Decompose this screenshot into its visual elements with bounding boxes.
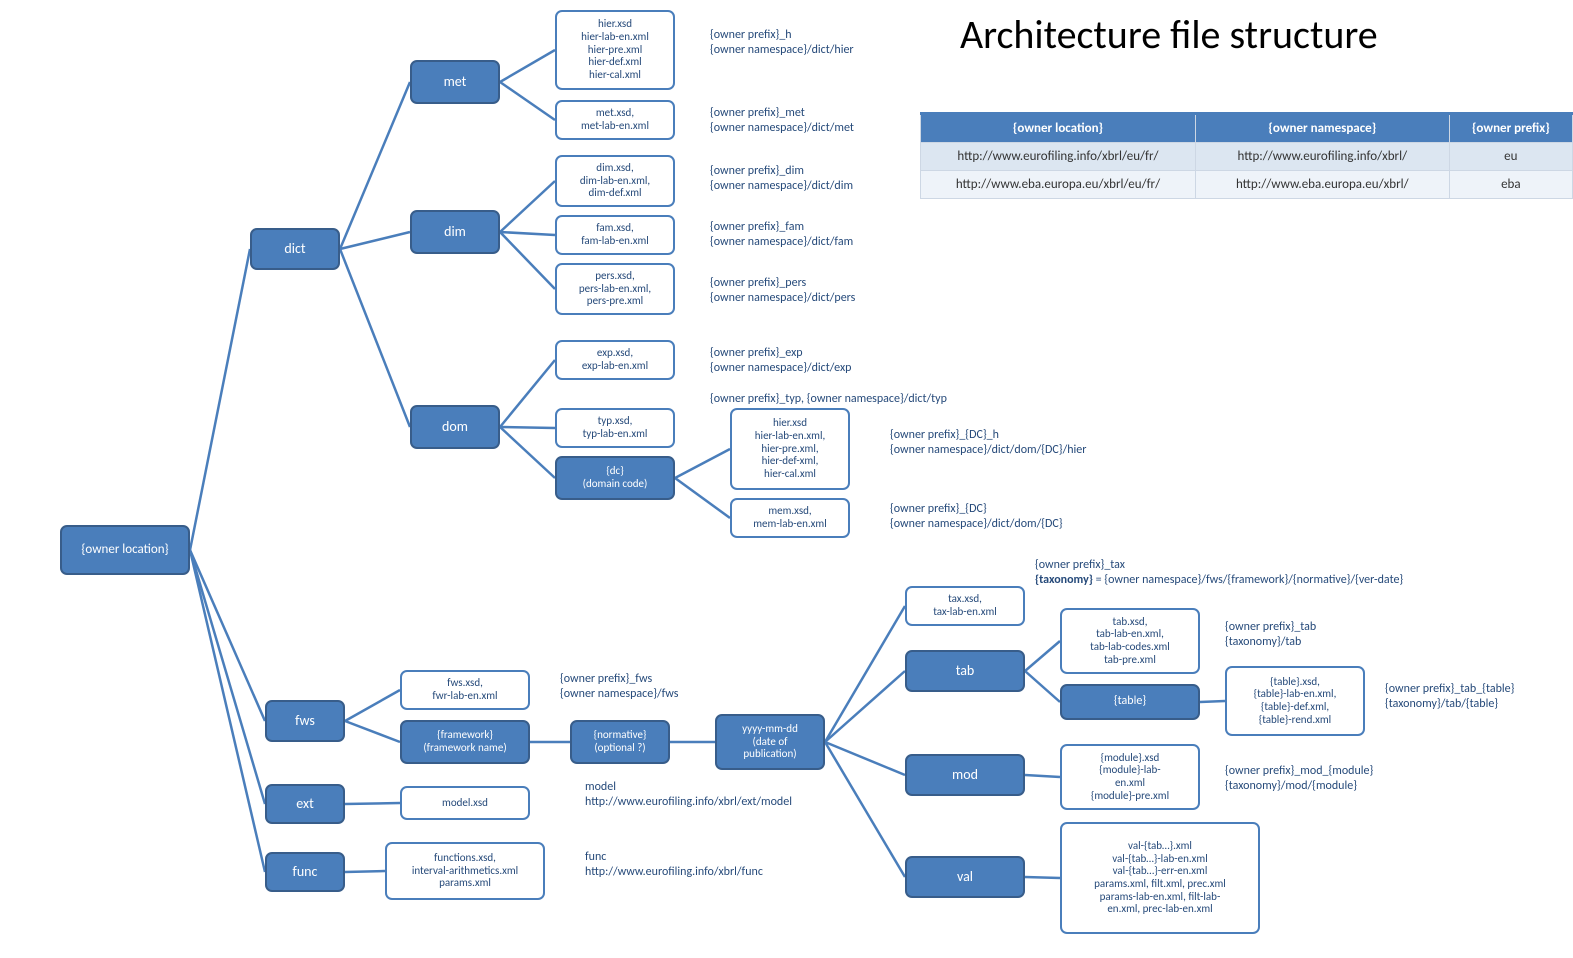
node-met: met	[410, 60, 500, 104]
annotation-a-fam: {owner prefix}_fam {owner namespace}/dic…	[710, 220, 853, 250]
node-ext: ext	[265, 784, 345, 824]
node-dc-mem: mem.xsd, mem-lab-en.xml	[730, 498, 850, 538]
node-normative: {normative} (optional ?)	[570, 720, 670, 764]
legend-row: http://www.eurofiling.info/xbrl/eu/fr/ht…	[921, 143, 1573, 171]
annotation-a-typ: {owner prefix}_typ, {owner namespace}/di…	[710, 392, 947, 407]
node-func-files: functions.xsd, interval-arithmetics.xml …	[385, 842, 545, 900]
node-exp-files: exp.xsd, exp-lab-en.xml	[555, 340, 675, 380]
node-dim-files: dim.xsd, dim-lab-en.xml, dim-def.xml	[555, 155, 675, 207]
annotation-a-func: func http://www.eurofiling.info/xbrl/fun…	[585, 850, 763, 880]
node-tab: tab	[905, 650, 1025, 692]
legend-cell: http://www.eurofiling.info/xbrl/eu/fr/	[921, 143, 1196, 171]
annotation-a-met: {owner prefix}_met {owner namespace}/dic…	[710, 106, 854, 136]
node-table: {table}	[1060, 684, 1200, 720]
legend-cell: http://www.eba.europa.eu/xbrl/eu/fr/	[921, 171, 1196, 199]
node-typ-files: typ.xsd, typ-lab-en.xml	[555, 408, 675, 448]
annotation-a-model: model http://www.eurofiling.info/xbrl/ex…	[585, 780, 792, 810]
legend-header: {owner prefix}	[1449, 114, 1572, 143]
legend-row: http://www.eba.europa.eu/xbrl/eu/fr/http…	[921, 171, 1573, 199]
node-val: val	[905, 856, 1025, 898]
node-tax-files: tax.xsd, tax-lab-en.xml	[905, 586, 1025, 626]
legend-cell: eu	[1449, 143, 1572, 171]
node-fws: fws	[265, 700, 345, 742]
node-dim: dim	[410, 210, 500, 254]
legend-cell: eba	[1449, 171, 1572, 199]
legend-header: {owner namespace}	[1195, 114, 1449, 143]
node-hier-files: hier.xsd hier-lab-en.xml hier-pre.xml hi…	[555, 10, 675, 90]
legend-header: {owner location}	[921, 114, 1196, 143]
node-mod: mod	[905, 754, 1025, 796]
node-owner-location: {owner location}	[60, 525, 190, 575]
annotation-a-dim: {owner prefix}_dim {owner namespace}/dic…	[710, 164, 853, 194]
node-dict: dict	[250, 228, 340, 270]
annotation-a-dc-h: {owner prefix}_{DC}_h {owner namespace}/…	[890, 428, 1086, 458]
node-model-xsd: model.xsd	[400, 786, 530, 820]
legend-table: {owner location}{owner namespace}{owner …	[920, 112, 1573, 199]
node-pers-files: pers.xsd, pers-lab-en.xml, pers-pre.xml	[555, 263, 675, 315]
node-dc: {dc} (domain code)	[555, 456, 675, 500]
node-fws-files: fws.xsd, fwr-lab-en.xml	[400, 670, 530, 710]
node-tab-files: tab.xsd, tab-lab-en.xml, tab-lab-codes.x…	[1060, 608, 1200, 674]
node-mod-files: {module}.xsd {module}-lab- en.xml {modul…	[1060, 744, 1200, 810]
annotation-a-fws: {owner prefix}_fws {owner namespace}/fws	[560, 672, 678, 702]
node-met-files: met.xsd, met-lab-en.xml	[555, 100, 675, 140]
annotation-a-dc: {owner prefix}_{DC} {owner namespace}/di…	[890, 502, 1063, 532]
annotation-a-tax: {owner prefix}_tax{taxonomy} = {owner na…	[1035, 558, 1403, 588]
node-fam-files: fam.xsd, fam-lab-en.xml	[555, 215, 675, 255]
node-table-files: {table}.xsd, {table}-lab-en.xml, {table}…	[1225, 666, 1365, 736]
annotation-a-pers: {owner prefix}_pers {owner namespace}/di…	[710, 276, 855, 306]
node-val-files: val-{tab…}.xml val-{tab…}-lab-en.xml val…	[1060, 822, 1260, 934]
annotation-a-table: {owner prefix}_tab_{table} {taxonomy}/ta…	[1385, 682, 1514, 712]
annotation-a-tab: {owner prefix}_tab {taxonomy}/tab	[1225, 620, 1316, 650]
node-dc-hier: hier.xsd hier-lab-en.xml, hier-pre.xml, …	[730, 408, 850, 490]
annotation-a-hier: {owner prefix}_h {owner namespace}/dict/…	[710, 28, 854, 58]
node-dom: dom	[410, 405, 500, 449]
legend-cell: http://www.eurofiling.info/xbrl/	[1195, 143, 1449, 171]
annotation-a-mod: {owner prefix}_mod_{module} {taxonomy}/m…	[1225, 764, 1373, 794]
page-title: Architecture file structure	[960, 10, 1378, 59]
node-date: yyyy-mm-dd (date of publication)	[715, 714, 825, 770]
node-framework: {framework} (framework name)	[400, 720, 530, 764]
annotation-a-exp: {owner prefix}_exp {owner namespace}/dic…	[710, 346, 851, 376]
legend-cell: http://www.eba.europa.eu/xbrl/	[1195, 171, 1449, 199]
node-func: func	[265, 852, 345, 892]
